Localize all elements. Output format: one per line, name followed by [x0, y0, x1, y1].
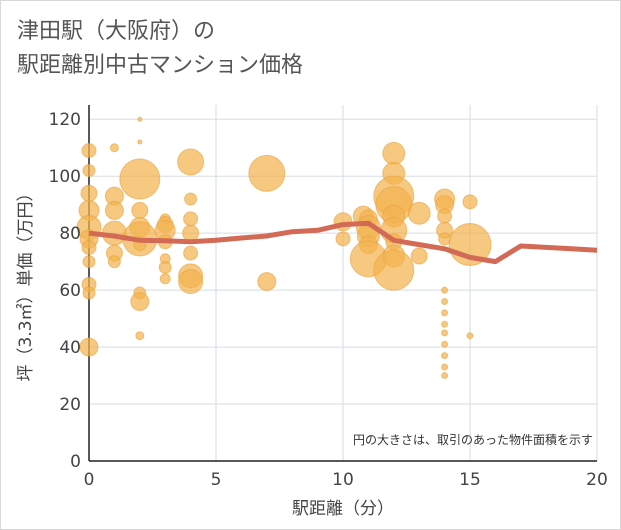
bubble-point — [159, 273, 171, 285]
y-tick-label: 40 — [59, 338, 81, 358]
bubble-point — [119, 158, 161, 200]
x-tick-label: 5 — [211, 470, 222, 490]
bubble-point — [131, 201, 149, 219]
bubble-point — [437, 208, 453, 224]
bubble-point — [441, 372, 449, 380]
x-tick-label: 10 — [332, 470, 354, 490]
y-axis-label: 坪（3.3㎡）単価（万円） — [16, 184, 36, 381]
bubble-point — [182, 224, 200, 242]
bubble-point — [407, 201, 431, 225]
bubble-point — [441, 352, 449, 360]
bubble-point — [441, 286, 449, 294]
y-tick-label: 20 — [59, 395, 81, 415]
chart-title: 津田駅（大阪府）の 駅距離別中古マンション価格 — [17, 15, 303, 83]
bubble-point — [80, 184, 98, 202]
y-tick-label: 0 — [70, 452, 81, 472]
bubble-point — [248, 154, 286, 192]
bubble-size-note: 円の大きさは、取引のあった物件面積を示す — [353, 432, 593, 447]
y-tick-label: 100 — [49, 167, 81, 187]
bubble-point — [81, 143, 97, 159]
bubble-point — [177, 148, 205, 176]
trend-line — [88, 220, 598, 265]
bubble-point — [82, 286, 96, 300]
bubble-point — [335, 231, 351, 247]
bubble-point — [183, 245, 199, 261]
bubble-point — [441, 340, 449, 348]
bubble-point — [410, 247, 428, 265]
bubble-point — [109, 143, 119, 153]
chart-title-line1: 津田駅（大阪府）の — [17, 19, 216, 44]
bubble-point — [82, 164, 96, 178]
bubble-point — [104, 200, 124, 220]
bubble-point — [158, 260, 172, 274]
bubble-point — [373, 249, 415, 291]
y-tick-label: 120 — [49, 110, 81, 130]
bubble-point — [107, 255, 121, 269]
bubble-point — [82, 255, 96, 269]
bubble-point — [462, 194, 478, 210]
bubble-point — [441, 320, 449, 328]
bubble-point — [441, 309, 449, 317]
bubble-series — [76, 116, 492, 380]
bubble-point — [81, 239, 97, 255]
bubble-point — [79, 337, 99, 357]
bubble-point — [184, 192, 198, 206]
bubble-point — [183, 211, 199, 227]
y-tick-labels: 0 20 40 60 80 100 120 — [49, 110, 81, 472]
bubble-point — [130, 292, 150, 312]
chart-title-line2: 駅距離別中古マンション価格 — [17, 53, 304, 78]
y-tick-label: 80 — [59, 224, 81, 244]
bubble-point — [135, 331, 145, 341]
x-tick-label: 20 — [586, 470, 608, 490]
x-tick-labels: 0 5 10 15 20 — [84, 470, 608, 490]
x-tick-label: 15 — [459, 470, 481, 490]
x-axis-label: 駅距離（分） — [292, 499, 394, 519]
bubble-point — [441, 329, 449, 337]
bubble-point — [137, 116, 143, 122]
bubble-point — [382, 141, 406, 165]
y-tick-label: 60 — [59, 281, 81, 301]
bubble-point — [466, 332, 474, 340]
bubble-point — [441, 298, 449, 306]
bubble-point — [178, 269, 204, 295]
bubble-point — [137, 139, 143, 145]
bubble-point — [441, 363, 449, 371]
x-tick-label: 0 — [84, 470, 95, 490]
bubble-point — [257, 272, 277, 292]
